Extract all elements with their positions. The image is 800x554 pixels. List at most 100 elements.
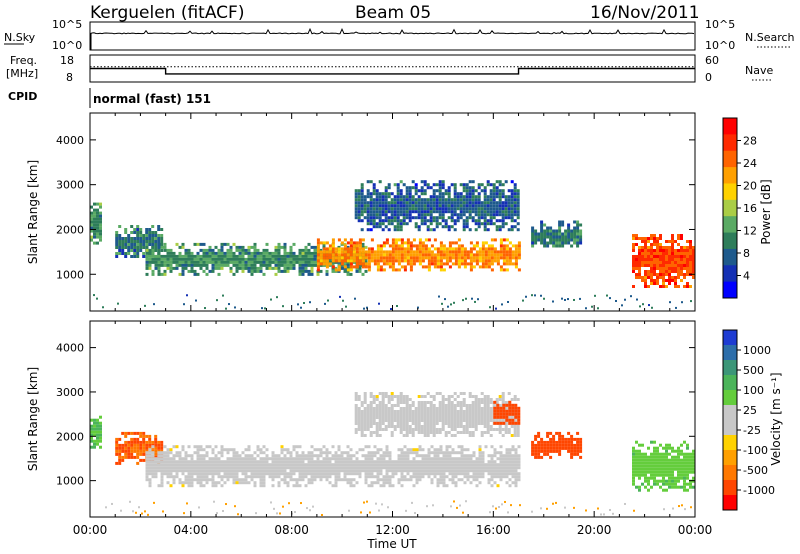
data-cell xyxy=(417,416,421,419)
data-cell xyxy=(674,476,677,480)
nave-label: Nave xyxy=(745,64,773,77)
data-cell xyxy=(130,443,134,447)
data-cell xyxy=(417,404,421,407)
data-cell xyxy=(223,260,227,264)
data-cell xyxy=(148,440,152,444)
data-cell xyxy=(136,237,140,240)
data-cell xyxy=(169,248,173,252)
nsky-label: N.Sky xyxy=(4,31,36,44)
data-cell xyxy=(484,253,488,257)
data-cell xyxy=(229,254,233,258)
data-cell xyxy=(334,247,338,251)
data-cell xyxy=(638,455,641,459)
data-cell xyxy=(483,404,487,407)
data-cell xyxy=(328,466,332,470)
data-cell xyxy=(397,463,401,467)
data-cell xyxy=(357,216,361,220)
data-cell xyxy=(496,412,500,416)
data-cell xyxy=(474,422,478,425)
data-cell xyxy=(474,204,478,208)
data-cell xyxy=(163,445,167,449)
data-cell xyxy=(399,198,403,202)
data-cell xyxy=(444,404,448,407)
data-cell xyxy=(686,464,689,468)
data-cell xyxy=(665,446,668,450)
data-cell xyxy=(498,201,502,205)
data-cell xyxy=(444,207,448,211)
data-cell xyxy=(502,406,506,410)
data-cell xyxy=(638,270,641,273)
data-cell xyxy=(313,472,317,476)
data-cell xyxy=(457,451,461,455)
data-cell xyxy=(399,189,403,193)
data-cell xyxy=(253,460,257,464)
data-cell xyxy=(493,400,497,404)
data-cell xyxy=(496,475,500,479)
data-cell xyxy=(644,452,647,456)
data-cell xyxy=(313,245,317,249)
data-cell xyxy=(352,484,356,488)
data-cell xyxy=(638,467,641,471)
data-cell xyxy=(331,457,335,461)
data-cell xyxy=(145,234,149,237)
data-cell xyxy=(265,472,269,476)
data-cell xyxy=(99,232,102,236)
data-cell xyxy=(481,466,485,470)
data-cell xyxy=(403,259,407,263)
data-cell xyxy=(468,195,472,199)
data-cell xyxy=(650,485,653,489)
data-cell xyxy=(211,484,215,488)
data-cell xyxy=(346,466,350,470)
data-cell xyxy=(262,484,266,488)
data-cell xyxy=(298,457,302,461)
data-cell xyxy=(262,263,266,267)
data-cell xyxy=(382,454,386,458)
data-cell xyxy=(340,250,344,254)
data-cell xyxy=(154,240,158,243)
data-cell xyxy=(668,246,671,249)
data-cell xyxy=(361,242,365,246)
data-cell xyxy=(489,410,493,413)
data-cell xyxy=(361,259,365,263)
data-cell xyxy=(671,458,674,462)
power-colorbar-swatch xyxy=(723,134,737,152)
data-cell xyxy=(324,302,326,305)
data-cell xyxy=(426,419,430,422)
data-cell xyxy=(489,413,493,416)
data-cell xyxy=(357,398,361,401)
data-cell xyxy=(432,219,436,223)
data-cell xyxy=(579,440,583,444)
data-cell xyxy=(337,445,341,449)
data-cell xyxy=(193,254,197,258)
data-cell xyxy=(391,466,395,470)
data-cell xyxy=(400,253,404,257)
data-cell xyxy=(319,269,323,273)
data-cell xyxy=(433,238,437,242)
data-cell xyxy=(650,440,653,444)
data-cell xyxy=(397,244,401,248)
data-cell xyxy=(184,475,188,479)
data-cell xyxy=(478,451,482,455)
data-cell xyxy=(172,254,176,258)
data-cell xyxy=(412,460,416,464)
data-cell xyxy=(469,262,473,266)
data-cell xyxy=(537,232,541,236)
data-cell xyxy=(405,201,409,205)
data-cell xyxy=(163,463,167,467)
data-cell xyxy=(478,259,482,263)
data-cell xyxy=(385,460,389,464)
data-cell xyxy=(555,431,559,435)
data-cell xyxy=(677,267,680,270)
data-cell xyxy=(394,253,398,257)
data-cell xyxy=(376,466,380,470)
data-cell xyxy=(99,205,102,209)
data-cell xyxy=(202,475,206,479)
data-cell xyxy=(202,457,206,461)
data-cell xyxy=(453,422,457,425)
data-cell xyxy=(465,204,469,208)
data-cell xyxy=(483,207,487,211)
data-cell xyxy=(402,219,406,223)
data-cell xyxy=(400,241,404,245)
data-cell xyxy=(364,472,368,476)
data-cell xyxy=(486,198,490,202)
